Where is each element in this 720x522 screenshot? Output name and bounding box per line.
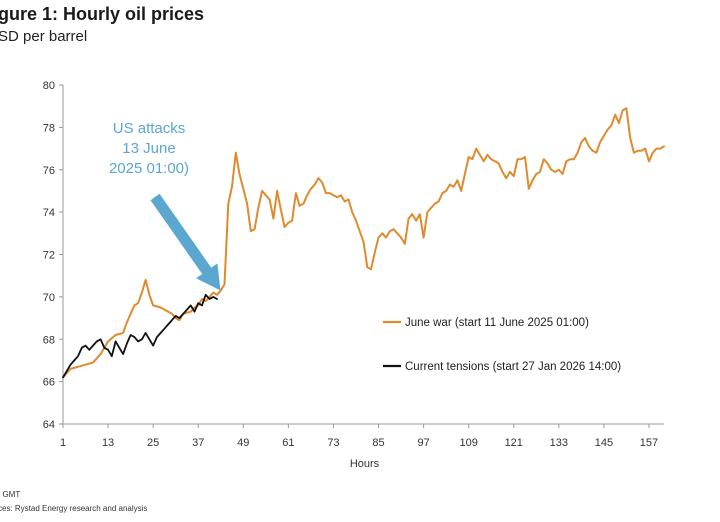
annotation-line-2: 13 June [122,140,175,157]
chart-title: gure 1: Hourly oil prices [0,4,205,24]
y-tick-label: 68 [43,334,55,346]
x-tick-label: 85 [372,437,384,449]
legend: June war (start 11 June 2025 01:00) Curr… [383,317,621,373]
series-line-june-war [62,107,665,379]
series-line-current-tensions [62,293,218,379]
x-tick-label: 145 [595,437,613,449]
legend-label-june-war: June war (start 11 June 2025 01:00) [405,317,589,329]
x-tick-label: 1 [60,437,66,449]
sources-note: ces: Rystad Energy research and analysis [0,504,148,513]
x-tick-label: 49 [237,437,249,449]
y-tick-label: 74 [43,207,55,219]
source-note: : GMT [0,490,21,499]
y-tick-label: 64 [43,419,55,431]
x-tick-label: 121 [505,437,523,449]
x-tick-label: 109 [459,437,477,449]
chart-subtitle: SD per barrel [0,28,88,45]
x-axis-title: Hours [350,458,380,470]
x-tick-label: 157 [640,437,658,449]
series-layer [62,107,665,379]
x-tick-label: 73 [327,437,339,449]
y-tick-label: 80 [43,80,55,92]
annotation-line-3: 2025 01:00) [109,160,189,177]
x-tick-label: 61 [282,437,294,449]
annotation-arrow [150,193,221,291]
x-tick-label: 133 [550,437,568,449]
axes: 64 66 68 70 72 74 76 78 80 1 13 25 37 49 61 73 85 97 109 12… [43,80,664,470]
annotation-line-1: US attacks [113,120,186,137]
arrow-shape [150,193,221,291]
y-tick-label: 72 [43,250,55,262]
y-tick-label: 78 [43,122,55,134]
x-tick-label: 97 [417,437,429,449]
annotation: US attacks 13 June 2025 01:00) [109,120,221,291]
y-tick-label: 66 [43,377,55,389]
y-tick-label: 76 [43,165,55,177]
x-tick-label: 13 [102,437,114,449]
legend-label-current-tensions: Current tensions (start 27 Jan 2026 14:0… [405,361,621,373]
x-tick-label: 25 [147,437,159,449]
y-tick-label: 70 [43,292,55,304]
x-tick-label: 37 [192,437,204,449]
